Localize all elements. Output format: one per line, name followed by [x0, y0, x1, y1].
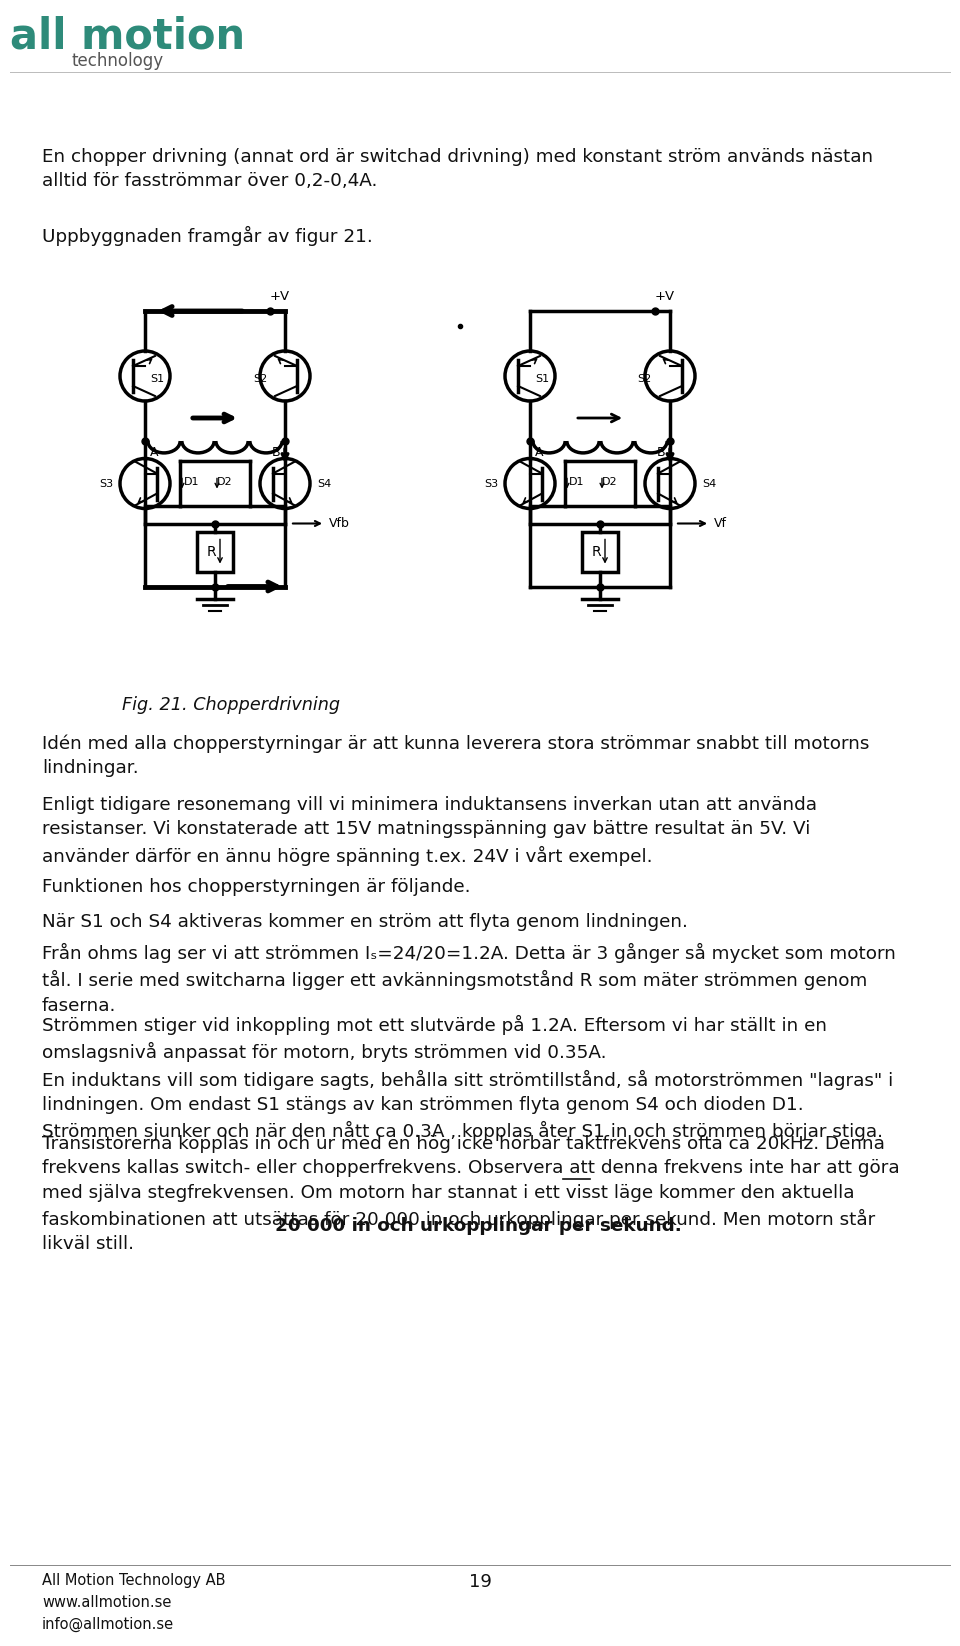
- Text: S3: S3: [484, 479, 498, 489]
- Text: Funktionen hos chopperstyrningen är följande.: Funktionen hos chopperstyrningen är följ…: [42, 877, 470, 895]
- Text: A: A: [150, 446, 158, 459]
- Text: D2: D2: [217, 476, 232, 487]
- Text: B: B: [272, 446, 280, 459]
- Text: Transistorerna kopplas in och ur med en hög icke hörbar taktfrekvens ofta ca 20k: Transistorerna kopplas in och ur med en …: [42, 1136, 900, 1253]
- Text: info@allmotion.se: info@allmotion.se: [42, 1616, 174, 1633]
- Text: S1: S1: [150, 374, 164, 384]
- Text: B: B: [657, 446, 665, 459]
- Text: technology: technology: [72, 53, 164, 71]
- Text: S2: S2: [637, 374, 652, 384]
- Text: all motion: all motion: [10, 15, 245, 58]
- Text: Uppbyggnaden framgår av figur 21.: Uppbyggnaden framgår av figur 21.: [42, 226, 372, 247]
- Text: En chopper drivning (annat ord är switchad drivning) med konstant ström används : En chopper drivning (annat ord är switch…: [42, 148, 874, 191]
- Text: Idén med alla chopperstyrningar är att kunna leverera stora strömmar snabbt till: Idén med alla chopperstyrningar är att k…: [42, 734, 870, 777]
- Text: Enligt tidigare resonemang vill vi minimera induktansens inverkan utan att använ: Enligt tidigare resonemang vill vi minim…: [42, 797, 817, 866]
- Text: All Motion Technology AB: All Motion Technology AB: [42, 1574, 226, 1588]
- Text: Vf: Vf: [714, 517, 727, 530]
- Text: +V: +V: [655, 290, 675, 303]
- Text: D1: D1: [569, 476, 585, 487]
- Text: D2: D2: [602, 476, 617, 487]
- Text: Fig. 21. Chopperdrivning: Fig. 21. Chopperdrivning: [122, 696, 340, 714]
- Text: 20 000 in och urkopplingar per sekund.: 20 000 in och urkopplingar per sekund.: [275, 1216, 682, 1234]
- Text: 19: 19: [468, 1574, 492, 1592]
- Text: När S1 och S4 aktiveras kommer en ström att flyta genom lindningen.: När S1 och S4 aktiveras kommer en ström …: [42, 914, 688, 932]
- Text: Från ohms lag ser vi att strömmen Iₛ=24/20=1.2A. Detta är 3 gånger så mycket som: Från ohms lag ser vi att strömmen Iₛ=24/…: [42, 943, 896, 1014]
- Text: +V: +V: [270, 290, 290, 303]
- FancyBboxPatch shape: [197, 532, 233, 571]
- Text: R: R: [592, 545, 602, 558]
- Text: www.allmotion.se: www.allmotion.se: [42, 1595, 172, 1610]
- Text: S4: S4: [317, 479, 331, 489]
- Text: R: R: [207, 545, 217, 558]
- Text: D1: D1: [184, 476, 200, 487]
- Text: S1: S1: [535, 374, 549, 384]
- Text: S3: S3: [99, 479, 113, 489]
- Text: Strömmen stiger vid inkoppling mot ett slutvärde på 1.2A. Eftersom vi har ställt: Strömmen stiger vid inkoppling mot ett s…: [42, 1016, 893, 1141]
- FancyBboxPatch shape: [582, 532, 618, 571]
- Text: S4: S4: [702, 479, 716, 489]
- Text: Vfb: Vfb: [329, 517, 349, 530]
- Text: A: A: [535, 446, 543, 459]
- Text: S2: S2: [252, 374, 267, 384]
